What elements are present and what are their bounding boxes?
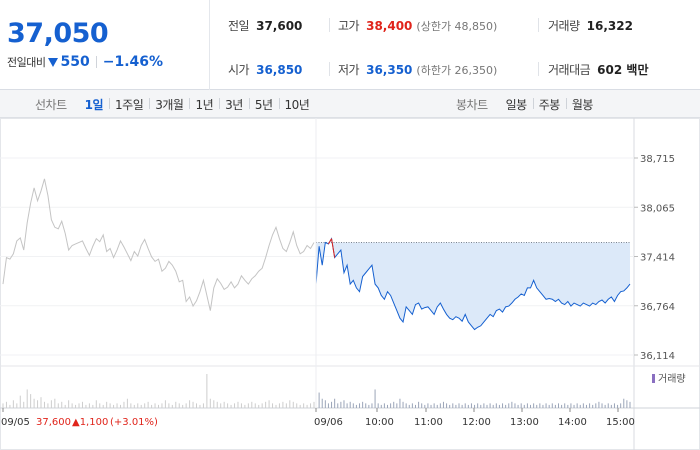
stat-prev-close: 전일 37,600 xyxy=(228,19,303,33)
x-tick-label: 15:00 xyxy=(606,417,635,428)
prev-day-pct: (+3.01%) xyxy=(110,417,158,428)
x-tick-label: 13:00 xyxy=(510,417,539,428)
price-summary-panel: 37,050 전일대비 550 −1.46% 전일 37,600 고가 38,4… xyxy=(0,0,700,90)
tab-3-years[interactable]: 3년 xyxy=(219,96,249,113)
price-change-row: 전일대비 550 −1.46% xyxy=(7,54,163,70)
divider xyxy=(329,18,330,32)
price-chart-svg: 38,715 38,065 37,414 36,764 36,114 거래량 09/05 09… xyxy=(0,118,700,450)
x-tick-label: 09/06 xyxy=(314,417,343,428)
series-line-09-05 xyxy=(2,178,315,311)
price-chart[interactable]: 38,715 38,065 37,414 36,764 36,114 거래량 09/05 09… xyxy=(0,118,700,450)
stat-high: 고가 38,400 (상한가 48,850) xyxy=(338,19,498,33)
stat-low: 저가 36,350 (하한가 26,350) xyxy=(338,63,498,77)
y-tick-label: 37,414 xyxy=(640,253,675,264)
candle-chart-title: 봉차트 xyxy=(456,97,488,112)
prev-day-change: ▲1,100 xyxy=(72,417,108,428)
divider xyxy=(538,18,539,32)
tab-monthly[interactable]: 월봉 xyxy=(565,96,599,113)
y-tick-label: 36,764 xyxy=(640,302,675,313)
line-chart-tabs: 선차트 1일 1주일 3개월 1년 3년 5년 10년 xyxy=(35,90,315,118)
chart-tab-bar: 선차트 1일 1주일 3개월 1년 3년 5년 10년 봉차트 일봉 주봉 월봉 xyxy=(0,90,700,118)
x-tick-label: 14:00 xyxy=(558,417,587,428)
change-percent: −1.46% xyxy=(102,54,164,70)
down-arrow-icon xyxy=(48,57,59,67)
stat-trade-value: 거래대금 602 백만 xyxy=(548,63,649,77)
volume-legend-swatch xyxy=(652,374,655,383)
stat-open: 시가 36,850 xyxy=(228,63,303,77)
line-chart-title: 선차트 xyxy=(35,97,67,112)
x-tick-label: 11:00 xyxy=(414,417,443,428)
y-tick-label: 38,065 xyxy=(640,203,675,214)
divider xyxy=(329,62,330,76)
tab-1-year[interactable]: 1년 xyxy=(189,96,219,113)
change-amount: 550 xyxy=(60,54,90,70)
tab-3-months[interactable]: 3개월 xyxy=(149,96,189,113)
series-line-above-prev-close xyxy=(328,238,336,258)
tab-5-years[interactable]: 5년 xyxy=(248,96,279,113)
tab-1-week[interactable]: 1주일 xyxy=(109,96,149,113)
tab-10-years[interactable]: 10년 xyxy=(278,96,316,113)
divider xyxy=(95,56,97,68)
below-prev-close-area xyxy=(316,238,630,330)
y-tick-label: 38,715 xyxy=(640,154,675,165)
stat-volume: 거래량 16,322 xyxy=(548,19,633,33)
tab-daily[interactable]: 일봉 xyxy=(505,97,528,112)
series-line-09-06 xyxy=(315,237,631,331)
candle-chart-tabs: 봉차트 일봉 주봉 월봉 xyxy=(456,90,599,118)
divider xyxy=(538,62,539,76)
tab-1-day[interactable]: 1일 xyxy=(84,97,104,112)
change-label: 전일대비 xyxy=(7,56,46,69)
x-tick-label: 12:00 xyxy=(462,417,491,428)
x-tick-label: 09/05 xyxy=(1,417,30,428)
current-price-box: 37,050 전일대비 550 −1.46% xyxy=(0,0,210,90)
y-tick-label: 36,114 xyxy=(640,351,675,362)
prev-day-close: 37,600 xyxy=(36,417,71,428)
volume-legend-label: 거래량 xyxy=(658,373,686,385)
x-tick-label: 10:00 xyxy=(365,417,394,428)
tab-weekly[interactable]: 주봉 xyxy=(532,96,566,113)
current-price: 37,050 xyxy=(7,18,109,49)
